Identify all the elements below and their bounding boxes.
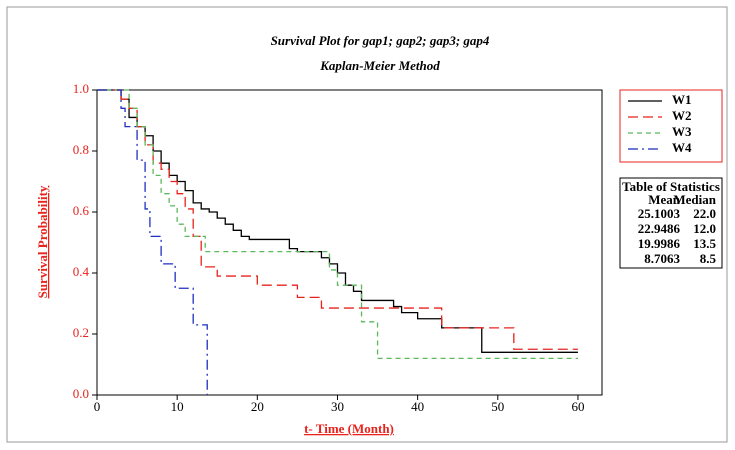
x-tick-label: 20 — [251, 399, 264, 414]
y-tick-label: 0.0 — [73, 386, 89, 401]
statistics-cell: 13.5 — [693, 236, 716, 251]
statistics-table — [619, 177, 723, 269]
x-tick-label: 40 — [411, 399, 424, 414]
y-tick-label: 0.8 — [73, 142, 89, 157]
x-tick-label: 50 — [491, 399, 504, 414]
survival-line — [97, 89, 578, 360]
survival-line — [97, 89, 578, 353]
statistics-cell: 25.1003 — [638, 206, 681, 221]
y-axis-label: Survival Probability — [35, 185, 50, 298]
x-tick-label: 10 — [171, 399, 184, 414]
statistics-title: Table of Statistics — [622, 179, 720, 194]
statistics-cell: 19.9986 — [638, 236, 681, 251]
statistics-cell: 8.7063 — [644, 251, 680, 266]
survival-line — [97, 89, 208, 395]
statistics-cell: 22.0 — [693, 206, 716, 221]
x-tick-label: 30 — [331, 399, 344, 414]
y-tick-label: 0.4 — [73, 264, 90, 279]
statistics-cell: 12.0 — [693, 221, 716, 236]
x-tick-label: 60 — [571, 399, 584, 414]
legend-label: W2 — [672, 108, 692, 123]
statistics-cell: 22.9486 — [638, 221, 681, 236]
legend — [619, 89, 723, 163]
chart-title: Survival Plot for gap1; gap2; gap3; gap4 — [271, 33, 490, 48]
chart-subtitle: Kaplan-Meier Method — [319, 58, 440, 73]
statistics-cell: 8.5 — [700, 251, 717, 266]
statistics-column: Median — [673, 192, 716, 207]
frame — [6, 6, 728, 443]
y-tick-label: 0.6 — [73, 203, 90, 218]
plot-area — [96, 89, 603, 396]
y-tick-label: 0.2 — [73, 325, 89, 340]
legend-label: W4 — [672, 140, 692, 155]
legend-label: W1 — [672, 92, 692, 107]
survival-line — [97, 89, 578, 350]
x-tick-label: 0 — [94, 399, 101, 414]
statistics-column: Mean — [648, 192, 681, 207]
y-tick-label: 1.0 — [73, 81, 89, 96]
x-axis-label: t- Time (Month) — [304, 421, 394, 436]
legend-label: W3 — [672, 124, 692, 139]
